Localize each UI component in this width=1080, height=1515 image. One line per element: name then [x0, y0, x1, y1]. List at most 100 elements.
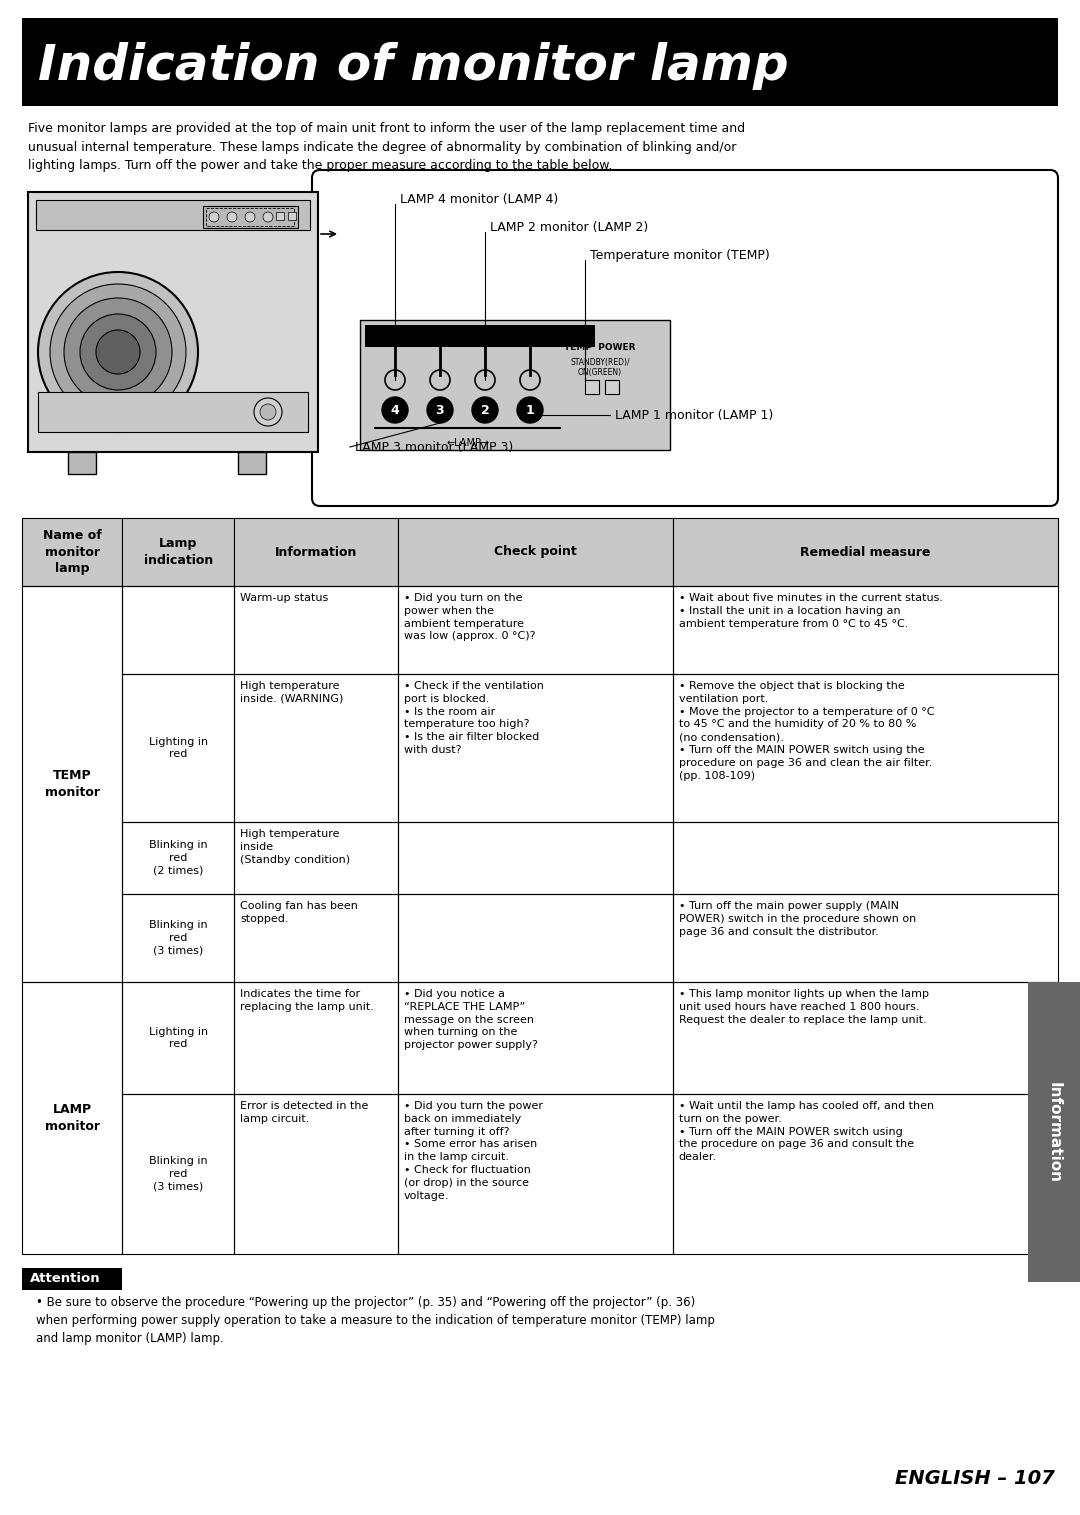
- Text: Information: Information: [1047, 1082, 1062, 1183]
- Bar: [360, 320, 670, 450]
- Text: 2: 2: [481, 403, 489, 417]
- Bar: [68, 451, 96, 474]
- Bar: [399, 586, 673, 674]
- Bar: [234, 586, 399, 674]
- Text: LAMP 3 monitor (LAMP 3): LAMP 3 monitor (LAMP 3): [355, 441, 513, 453]
- Text: TEMP
monitor: TEMP monitor: [44, 770, 99, 798]
- Bar: [22, 586, 122, 982]
- Bar: [234, 518, 399, 586]
- Circle shape: [80, 314, 156, 389]
- Bar: [234, 1094, 399, 1254]
- Bar: [399, 674, 673, 823]
- Text: 4: 4: [391, 403, 400, 417]
- Text: Warm-up status: Warm-up status: [241, 592, 328, 603]
- Text: Lighting in
red: Lighting in red: [149, 1027, 208, 1050]
- Text: • Check if the ventilation
port is blocked.
• Is the room air
temperature too hi: • Check if the ventilation port is block…: [404, 682, 544, 754]
- Text: • Wait until the lamp has cooled off, and then
turn on the power.
• Turn off the: • Wait until the lamp has cooled off, an…: [678, 1101, 934, 1162]
- Text: • Did you notice a
“REPLACE THE LAMP”
message on the screen
when turning on the
: • Did you notice a “REPLACE THE LAMP” me…: [404, 989, 538, 1050]
- Circle shape: [245, 212, 255, 223]
- Bar: [22, 518, 122, 586]
- Bar: [234, 518, 399, 586]
- Bar: [399, 1094, 673, 1254]
- Bar: [28, 192, 318, 451]
- Bar: [122, 586, 234, 674]
- Bar: [276, 212, 284, 220]
- Text: • Wait about five minutes in the current status.
• Install the unit in a locatio: • Wait about five minutes in the current…: [678, 592, 943, 629]
- Circle shape: [384, 370, 405, 389]
- Bar: [234, 823, 399, 894]
- Text: Check point: Check point: [494, 545, 577, 559]
- Bar: [673, 823, 1058, 894]
- Text: Indication of monitor lamp: Indication of monitor lamp: [38, 42, 788, 89]
- Bar: [234, 894, 399, 982]
- Text: Cooling fan has been
stopped.: Cooling fan has been stopped.: [241, 901, 359, 924]
- Text: Remedial measure: Remedial measure: [800, 545, 931, 559]
- Text: • This lamp monitor lights up when the lamp
unit used hours have reached 1 800 h: • This lamp monitor lights up when the l…: [678, 989, 929, 1024]
- Bar: [673, 894, 1058, 982]
- Bar: [234, 982, 399, 1094]
- Bar: [605, 380, 619, 394]
- Bar: [122, 894, 234, 982]
- Text: Blinking in
red
(2 times): Blinking in red (2 times): [149, 841, 207, 876]
- Text: High temperature
inside. (WARNING): High temperature inside. (WARNING): [241, 682, 343, 704]
- Text: Blinking in
red
(3 times): Blinking in red (3 times): [149, 1156, 207, 1192]
- Bar: [122, 518, 234, 586]
- Text: Blinking in
red
(3 times): Blinking in red (3 times): [149, 920, 207, 956]
- Bar: [673, 518, 1058, 586]
- Bar: [122, 518, 234, 586]
- Text: Five monitor lamps are provided at the top of main unit front to inform the user: Five monitor lamps are provided at the t…: [28, 123, 745, 173]
- Text: • Be sure to observe the procedure “Powering up the projector” (p. 35) and “Powe: • Be sure to observe the procedure “Powe…: [36, 1295, 715, 1345]
- Circle shape: [475, 370, 495, 389]
- Bar: [288, 212, 296, 220]
- Circle shape: [96, 330, 140, 374]
- Text: Attention: Attention: [30, 1273, 100, 1286]
- Bar: [399, 518, 673, 586]
- Bar: [399, 823, 673, 894]
- FancyBboxPatch shape: [312, 170, 1058, 506]
- Bar: [22, 518, 122, 586]
- Bar: [122, 674, 234, 823]
- Circle shape: [64, 298, 172, 406]
- Text: Error is detected in the
lamp circuit.: Error is detected in the lamp circuit.: [241, 1101, 368, 1124]
- Circle shape: [260, 405, 276, 420]
- Bar: [206, 208, 294, 226]
- Circle shape: [382, 397, 408, 423]
- Bar: [22, 982, 122, 1254]
- Bar: [22, 18, 1058, 106]
- Text: • Remove the object that is blocking the
ventilation port.
• Move the projector : • Remove the object that is blocking the…: [678, 682, 934, 780]
- Text: Lighting in
red: Lighting in red: [149, 736, 208, 759]
- Bar: [399, 518, 673, 586]
- Bar: [36, 200, 310, 230]
- Circle shape: [254, 398, 282, 426]
- Bar: [1028, 982, 1080, 1282]
- Bar: [38, 392, 308, 432]
- Text: TEMP  POWER: TEMP POWER: [564, 342, 636, 351]
- Text: 3: 3: [435, 403, 444, 417]
- Circle shape: [430, 370, 450, 389]
- Circle shape: [264, 212, 273, 223]
- Text: LAMP 4 monitor (LAMP 4): LAMP 4 monitor (LAMP 4): [400, 194, 558, 206]
- Bar: [399, 894, 673, 982]
- Text: ON(GREEN): ON(GREEN): [578, 368, 622, 377]
- Circle shape: [210, 212, 219, 223]
- Text: Information: Information: [275, 545, 357, 559]
- Bar: [399, 982, 673, 1094]
- Text: LAMP 1 monitor (LAMP 1): LAMP 1 monitor (LAMP 1): [615, 409, 773, 421]
- Text: ←LAMP→: ←LAMP→: [446, 438, 489, 448]
- Text: LAMP
monitor: LAMP monitor: [44, 1103, 99, 1133]
- Text: 1: 1: [526, 403, 535, 417]
- Circle shape: [50, 283, 186, 420]
- Bar: [203, 206, 298, 227]
- Bar: [122, 982, 234, 1094]
- Text: High temperature
inside
(Standby condition): High temperature inside (Standby conditi…: [241, 829, 351, 865]
- Bar: [673, 982, 1058, 1094]
- Text: Temperature monitor (TEMP): Temperature monitor (TEMP): [590, 250, 770, 262]
- Bar: [673, 518, 1058, 586]
- Bar: [122, 823, 234, 894]
- Circle shape: [472, 397, 498, 423]
- Bar: [365, 326, 595, 347]
- Bar: [22, 1268, 122, 1289]
- Text: Indicates the time for
replacing the lamp unit.: Indicates the time for replacing the lam…: [241, 989, 375, 1012]
- Circle shape: [519, 370, 540, 389]
- Bar: [673, 674, 1058, 823]
